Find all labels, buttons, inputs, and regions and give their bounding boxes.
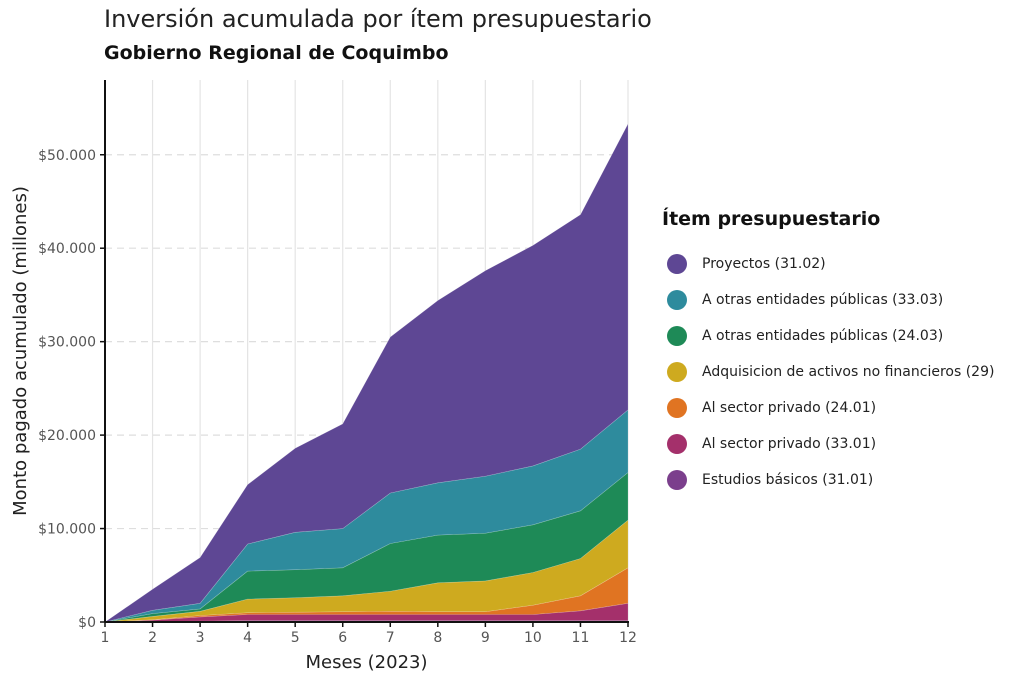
legend-title: Ítem presupuestario	[662, 208, 881, 230]
area-series	[104, 409, 629, 623]
x-tick-label: 9	[481, 630, 490, 646]
legend-label: Estudios básicos (31.01)	[702, 472, 874, 488]
y-tick-label: $20.000	[38, 428, 96, 444]
legend-item: Adquisicion de activos no financieros (2…	[662, 354, 994, 390]
x-tick-label: 3	[196, 630, 205, 646]
x-tick-label: 2	[148, 630, 157, 646]
y-tick-label: $0	[78, 615, 96, 631]
legend-item: Al sector privado (33.01)	[662, 426, 994, 462]
legend-item: A otras entidades públicas (33.03)	[662, 282, 994, 318]
x-tick-label: 12	[619, 630, 637, 646]
x-tick-label: 8	[433, 630, 442, 646]
legend-items: Proyectos (31.02) A otras entidades públi…	[662, 246, 994, 498]
legend-label: A otras entidades públicas (33.03)	[702, 292, 944, 308]
x-tick-label: 6	[338, 630, 347, 646]
x-tick-label: 5	[291, 630, 300, 646]
x-tick-label: 4	[243, 630, 252, 646]
legend-label: Al sector privado (24.01)	[702, 400, 877, 416]
y-axis-title: Monto pagado acumulado (millones)	[10, 186, 31, 516]
legend-item: Al sector privado (24.01)	[662, 390, 994, 426]
legend-item: A otras entidades públicas (24.03)	[662, 318, 994, 354]
legend-swatch	[667, 398, 687, 418]
x-tick-label: 7	[386, 630, 395, 646]
legend-swatch	[667, 290, 687, 310]
x-tick-label: 10	[524, 630, 542, 646]
legend-swatch	[667, 434, 687, 454]
x-tick-label: 1	[101, 630, 110, 646]
legend-swatch	[667, 470, 687, 490]
y-tick-label: $40.000	[38, 241, 96, 257]
x-axis-title: Meses (2023)	[305, 652, 427, 673]
legend-item: Proyectos (31.02)	[662, 246, 994, 282]
y-tick-label: $10.000	[38, 522, 96, 538]
chart-subtitle: Gobierno Regional de Coquimbo	[104, 42, 449, 64]
legend-swatch	[667, 254, 687, 274]
legend-label: Adquisicion de activos no financieros (2…	[702, 364, 995, 380]
y-tick-label: $30.000	[38, 335, 96, 351]
legend-label: Al sector privado (33.01)	[702, 436, 877, 452]
chart-title: Inversión acumulada por ítem presupuesta…	[104, 5, 652, 33]
legend-label: A otras entidades públicas (24.03)	[702, 328, 944, 344]
area-series	[104, 123, 629, 623]
legend: Ítem presupuestario Proyectos (31.02) A o…	[662, 208, 994, 498]
x-tick-label: 11	[572, 630, 590, 646]
legend-label: Proyectos (31.02)	[702, 256, 826, 272]
area-series	[104, 519, 629, 623]
legend-swatch	[667, 362, 687, 382]
legend-item: Estudios básicos (31.01)	[662, 462, 994, 498]
legend-swatch	[667, 326, 687, 346]
y-tick-label: $50.000	[38, 148, 96, 164]
area-series	[104, 471, 629, 623]
